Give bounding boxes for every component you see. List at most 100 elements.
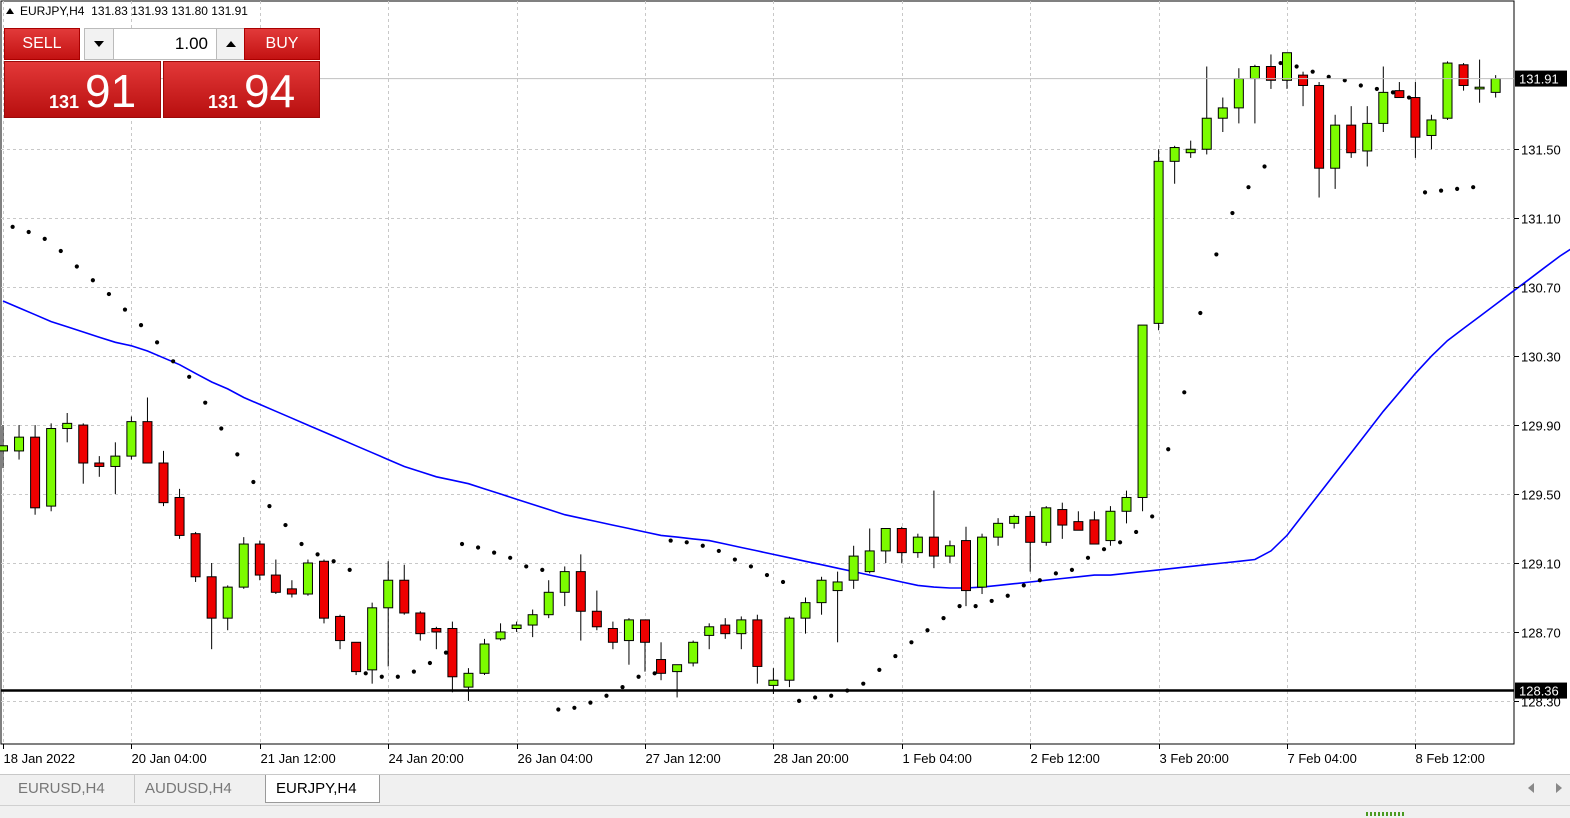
bear-candle [254,543,265,576]
lot-decrease-button[interactable] [84,28,114,60]
sar-dot [443,650,449,655]
bull-candle [784,617,795,681]
buy-button[interactable]: BUY [244,28,320,60]
status-bar [0,805,1570,818]
lot-size-input[interactable] [114,28,216,60]
sar-dot [764,572,770,578]
bull-candle [14,436,25,452]
bear-candle [591,610,602,628]
horizontal-line-label: 128.36 [1519,684,1559,699]
bear-candle [656,659,667,674]
bear-candle [431,627,442,633]
scroll-right-icon[interactable] [1556,783,1562,793]
bull-candle [912,536,923,554]
sar-dot [1294,64,1299,69]
bull-candle [736,619,747,635]
scroll-left-icon[interactable] [1528,783,1534,793]
y-tick-label: 130.30 [1521,350,1561,365]
bear-candle [961,540,971,592]
sar-dot [74,264,79,269]
sar-dot [347,567,352,572]
sar-dot [796,698,802,704]
sar-dot [235,452,240,457]
sar-dot [1246,185,1251,190]
sar-dot [395,674,400,679]
tab-eurusd[interactable]: EURUSD,H4 [18,780,105,797]
buy-price-box[interactable]: 131 94 [163,61,320,118]
bear-candle [1025,515,1036,543]
bull-candle [383,579,394,609]
sell-price-box[interactable]: 131 91 [4,61,161,118]
bull-candle [495,631,506,640]
bull-candle [768,679,779,686]
bear-candle [1410,97,1421,138]
bull-candle [302,562,313,595]
sell-button[interactable]: SELL [4,28,80,60]
sell-price-pips: 91 [85,65,137,117]
current-price-tag [1515,70,1567,87]
sar-dot [1262,164,1267,169]
sell-price-prefix: 131 [49,92,80,112]
sar-dot [26,229,31,235]
symbol-label: EURJPY,H4 [20,4,85,18]
lot-increase-button[interactable] [216,28,246,60]
sar-dot [10,224,15,229]
bear-candle [158,462,169,504]
x-tick-label: 1 Feb 04:00 [903,751,972,766]
collapse-triangle-icon[interactable] [6,8,14,14]
sar-dot [652,671,657,676]
x-tick-label: 18 Jan 2022 [4,751,76,766]
sar-dot [957,603,962,609]
axes: 131.50 131.10 130.70 130.30 129.90 129.50 129.… [3,70,1567,766]
bear-candle [351,641,362,673]
bear-candle [78,424,89,464]
chart-window[interactable]: 131.50 131.10 130.70 130.30 129.90 129.50 129.… [0,0,1570,773]
bull-candle [623,619,634,642]
bull-candle [1233,78,1244,109]
sar-dot [1471,185,1476,190]
bear-candle [190,533,201,578]
sar-dot [58,248,63,254]
sar-dot [379,674,384,679]
bear-candle [896,528,907,554]
sar-dot [1326,74,1331,79]
parabolic-sar [10,60,1476,712]
bear-candle [30,436,41,509]
sar-dot [668,538,673,543]
chart-header: EURJPY,H4 131.83 131.93 131.80 131.91 [6,4,248,18]
bull-candle [1426,119,1437,136]
bull-candle [1378,91,1389,124]
sar-dot [475,545,481,550]
bull-candle [527,614,538,626]
sar-dot [1134,529,1139,535]
bull-candle [367,607,378,671]
bull-candle [126,421,137,457]
sar-dot [1374,86,1379,92]
tab-eurjpy[interactable]: EURJPY,H4 [265,775,380,803]
sar-dot [90,278,95,283]
grid-lines [1,1,1514,744]
bull-candle [110,455,121,467]
bull-candle [479,643,490,674]
bear-candle [1265,66,1276,81]
bull-candle [1330,124,1341,169]
bull-candle [993,522,1004,538]
bull-candle [1105,510,1116,542]
buy-price-pips: 94 [244,65,296,117]
sar-dot [893,653,898,659]
sar-dot [1358,83,1363,88]
bull-candle [848,555,859,581]
bull-candle [559,571,570,593]
bull-candle [1490,78,1501,93]
bull-candle [1137,324,1148,498]
connection-indicator [1366,812,1406,816]
tab-audusd[interactable]: AUDUSD,H4 [134,775,262,803]
sar-dot [299,541,304,547]
sar-dot [1230,210,1235,216]
bear-candle [270,574,281,593]
sar-dot [1150,514,1155,519]
bear-candle [399,579,410,614]
price-chart[interactable]: 131.50 131.10 130.70 130.30 129.90 129.50 129.… [0,0,1570,773]
bull-candle [0,445,8,452]
sar-dot [1198,310,1203,316]
